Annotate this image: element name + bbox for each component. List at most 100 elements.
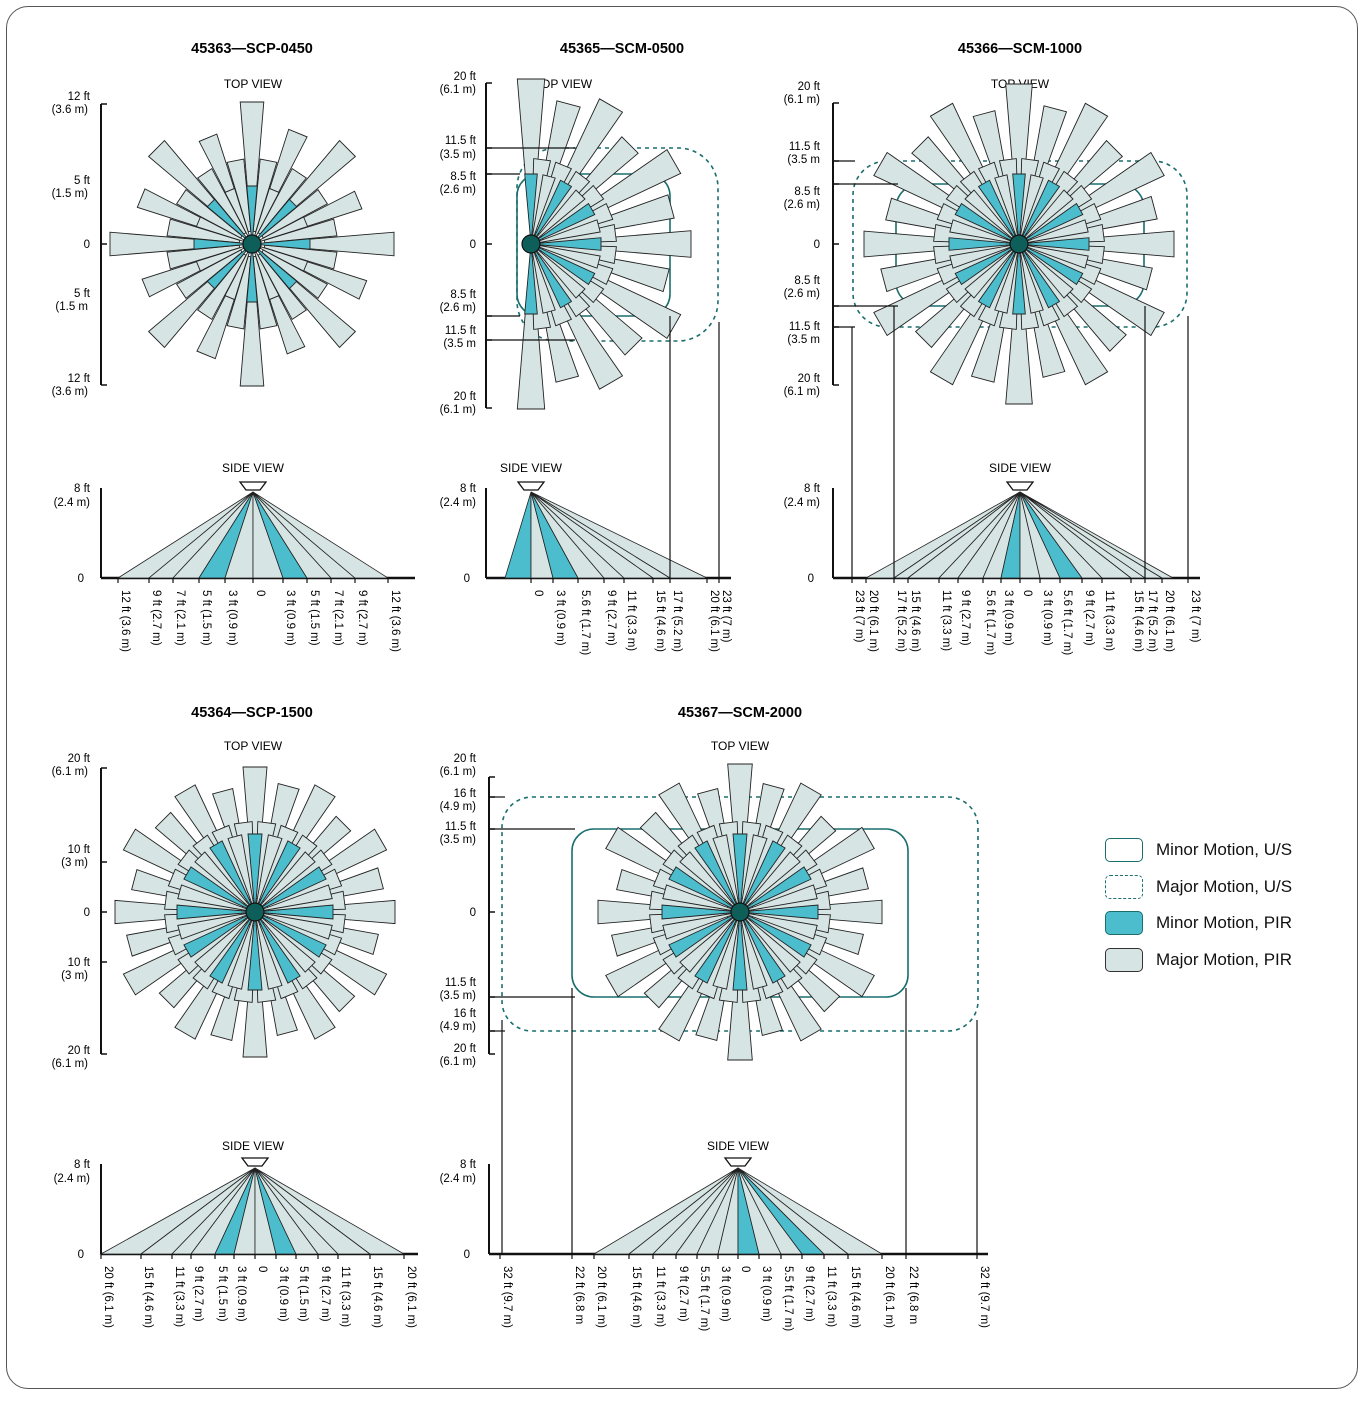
axis-label: 10 ft [68,957,91,969]
side-tick-label: 15 ft (4.6 m) [909,590,921,652]
axis-label: 0 [814,239,820,251]
minor-pir-zone [183,866,256,913]
side-view-pattern: 8 ft (2.4 m) 0 20 ft (6.1 m) 15 ft (4.6 m) 11… [54,1157,418,1328]
sensor-dot [730,902,750,922]
sensor-dot [1009,234,1029,254]
axis-label: (3.6 m) [52,104,89,116]
minor-pir-zone [524,173,538,245]
minor-pir-zone [977,179,1020,245]
side-tick-label: 5.6 ft (1.7 m) [579,590,591,655]
side-view-label: SIDE VIEW [222,461,285,475]
major-pir-zone [251,187,280,245]
major-pir-zone [679,911,741,973]
minor-pir-zone [1018,202,1084,245]
side-tick-label: 9 ft (2.7 m) [803,1266,815,1322]
side-tick-label: 9 ft (2.7 m) [959,590,971,646]
major-pir-zone [226,255,252,330]
major-pir-zone [739,884,818,913]
major-pir-zone [530,243,556,314]
model-title: 45364—SCP-1500 [191,705,313,721]
minor-pir-zone [1012,173,1026,245]
legend-item-major-us: Major Motion, U/S [1105,875,1292,899]
major-pir-zone [737,1167,884,1255]
minor-pir-zone [254,840,301,913]
side-tick-label: 20 ft (6.1 m) [102,1266,114,1328]
axis-label: 5 ft [74,175,91,187]
side-tick-label: 7 ft (2.1 m) [174,590,186,646]
axis-label: 8.5 ft [794,275,820,287]
minor-pir-zone [668,911,741,958]
side-tick-label: 15 ft (4.6 m) [630,1266,642,1328]
side-tick-label: 11 ft (3.3 m) [940,590,952,651]
axis-label: 8.5 ft [450,289,476,301]
major-pir-zone [530,243,601,269]
top-view-axis: 20 ft(6.1 m)10 ft(3 m)010 ft(3 m)20 ft(6… [52,753,107,1070]
side-tick-label: 12 ft (3.6 m) [389,590,401,652]
major-pir-zone [712,834,741,913]
major-pir-zone [194,851,256,913]
model-title: 45367—SCM-2000 [678,705,802,721]
minor-pir-zone [732,833,748,913]
axis-label: 10 ft [68,844,91,856]
height-label: (2.4 m) [54,497,91,509]
top-view-label: TOP VIEW [224,77,283,91]
side-tick-label: 11 ft (3.3 m) [625,590,637,651]
axis-label: 0 [470,239,476,251]
minor-pir-zone [247,833,263,913]
top-view-axis: 20 ft(6.1 m)11.5 ft(3.5 m8.5 ft(2.6 m)08… [784,81,898,398]
minor-pir-zone [954,243,1020,286]
major-pir-zone [261,189,329,239]
minor-pir-zone [739,911,786,984]
axis-label: (3.6 m) [52,386,89,398]
major-pir-zone [679,851,741,913]
side-tick-label: 5 ft (1.5 m) [216,1266,228,1322]
major-pir-zone [252,255,278,330]
side-tick-label: 7 ft (2.1 m) [332,590,344,646]
axis-label: 11.5 ft [445,135,477,147]
axis-label: 20 ft [68,1045,91,1057]
side-tick-label: 5.5 ft (1.7 m) [698,1266,710,1331]
model-scm0500: 45365—SCM-0500 TOP VIEW 20 ft(6.1 m)11.5… [440,41,732,655]
major-pir-zone [1018,243,1089,269]
major-pir-zone [177,884,256,913]
major-pir-zone [712,911,741,990]
axis-label: 16 ft [454,1008,477,1020]
minor-pir-zone [504,491,532,579]
axis-label: (6.1 m) [52,1058,89,1070]
side-tick-label: 17 ft (5.2 m) [671,590,683,652]
major-pir-zone [227,834,256,913]
side-view-pattern: 8 ft(2.4 m)023 ft (7 m) 20 ft (6.1 m) 17 f… [784,481,1201,655]
minor-pir-zone [530,237,602,251]
major-pir-zone [251,243,309,272]
minor-pir-zone [694,911,741,984]
axis-label: (3.5 m) [440,834,477,846]
axis-label: (6.1 m) [784,94,821,106]
sensor-dot [245,902,265,922]
height-label: 8 ft [460,483,477,495]
major-pir-zone [263,218,338,244]
axis-label: 5 ft [74,288,91,300]
side-tick-label: 20 ft (6.1 m) [867,590,879,652]
major-pir-zone [254,1167,406,1255]
side-view-pattern: 8 ft (2.4 m) 0 0 3 ft (0.9 m) 5.6 ft (1.7 m) 9… [440,481,732,655]
minor-pir-zone [530,179,573,245]
sensor-icon [723,1157,753,1167]
side-tick-label: 3 ft (0.9 m) [284,590,296,646]
axis-label: 0 [84,907,90,919]
minor-pir-zone [954,202,1020,245]
minor-pir-zone [524,243,538,315]
side-tick-label: 20 ft (6.1 m) [1163,590,1175,652]
axis-label: (2.6 m) [440,302,477,314]
axis-label: 20 ft [454,71,477,83]
axis-label: 20 ft [798,81,821,93]
axis-label: (3.5 m [443,338,476,350]
side-tick-label: 15 ft (4.6 m) [1132,590,1144,652]
minor-pir-zone [247,911,263,991]
major-pir-zone [257,253,307,321]
top-view-axis: 20 ft(6.1 m)11.5 ft(3.5 m)8.5 ft(2.6 m)0… [440,71,575,416]
side-tick-label: 3 ft (0.9 m) [235,1266,247,1322]
major-pir-zone [254,834,283,913]
axis-label: 8.5 ft [794,186,820,198]
minor-pir-zone [183,911,256,958]
side-tick-label: 9 ft (2.7 m) [605,590,617,646]
